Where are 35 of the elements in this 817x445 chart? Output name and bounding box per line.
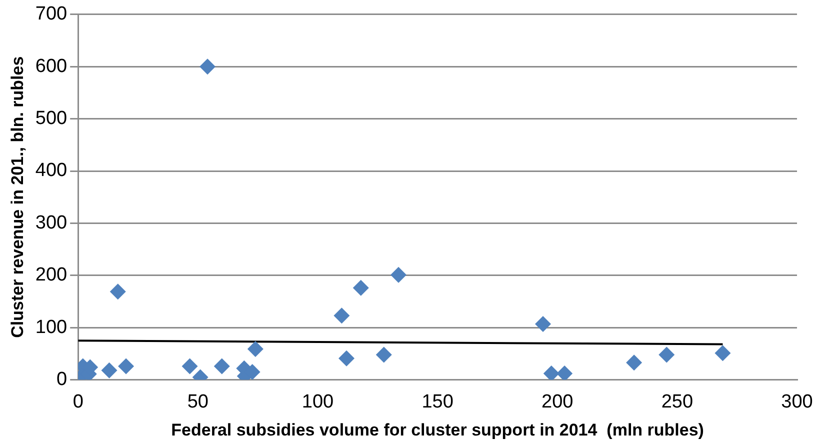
y-tick-label: 0 [56,369,68,390]
point [214,358,230,374]
point [110,284,126,300]
y-tick-label: 500 [35,108,68,130]
x-tick-label: 150 [422,391,454,412]
point [247,341,264,357]
point [543,366,560,380]
point [390,266,406,283]
y-tick-label: 300 [35,212,68,234]
point [556,366,573,380]
point [101,362,118,378]
x-tick-label: 300 [781,391,813,412]
point [338,350,354,366]
y-tick-label: 700 [35,4,68,25]
x-tick-label: 100 [302,391,334,412]
point [352,280,369,296]
y-tick-label: 600 [35,56,68,77]
point [200,58,216,75]
y-tick-label: 400 [35,160,68,182]
y-tick-label: 100 [35,316,68,338]
x-tick-label: 50 [187,391,208,412]
x-tick-label: 0 [72,391,84,412]
point [118,358,134,374]
point [376,346,392,363]
point [658,346,675,363]
point [182,358,198,374]
x-tick-label: 200 [542,391,574,412]
point [534,316,551,332]
x-tick-label: 250 [661,391,694,412]
y-axis-title: Cluster revenue in 201., bln. rubles [8,56,27,338]
point [714,345,731,362]
y-tick-label: 200 [35,264,68,286]
point [626,354,642,371]
point [334,308,350,324]
x-axis-title: Federal subsidies volume for cluster support in 2014 (mln rubles) [171,420,704,440]
